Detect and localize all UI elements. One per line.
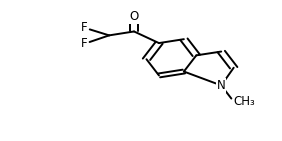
Text: N: N: [217, 79, 226, 92]
Text: CH₃: CH₃: [234, 95, 255, 108]
Text: O: O: [129, 10, 139, 23]
Text: F: F: [81, 37, 87, 50]
Text: F: F: [81, 21, 87, 34]
